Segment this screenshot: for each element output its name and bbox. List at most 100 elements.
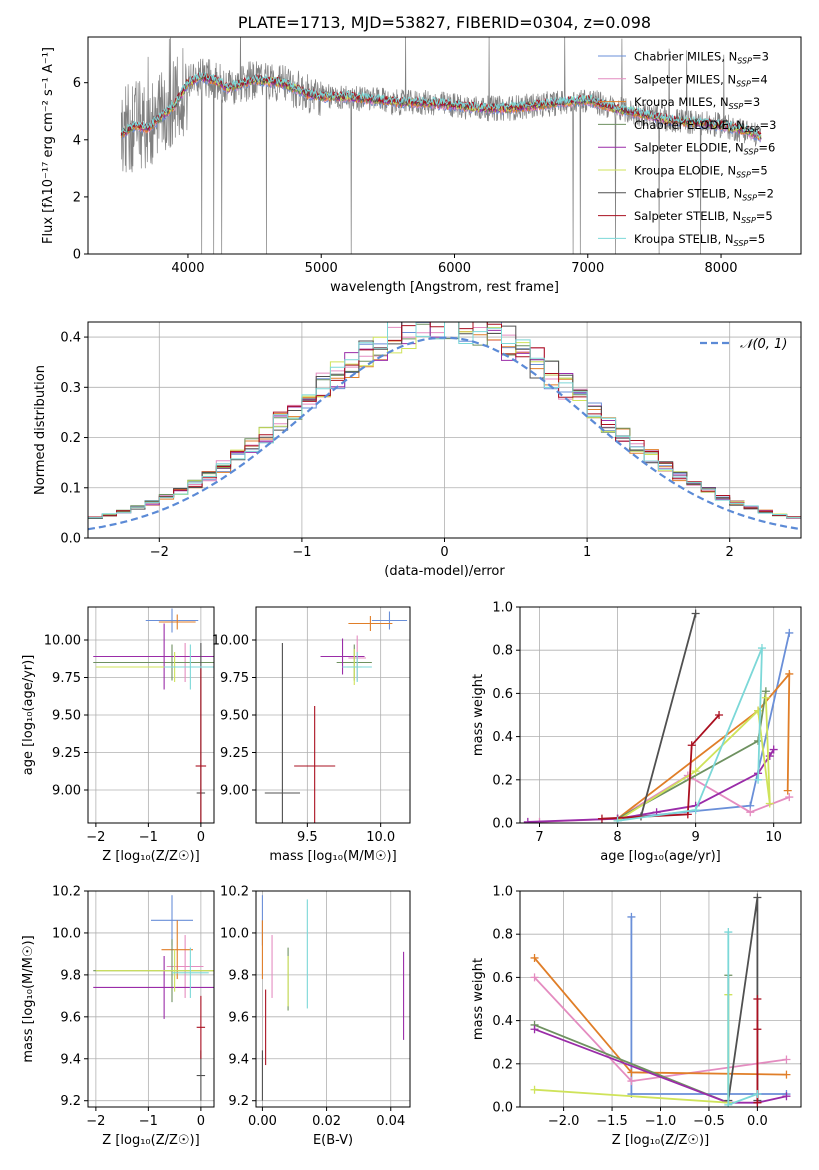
mass_weight_vs_age-xlabel: age [log₁₀(age/yr)] xyxy=(600,849,721,864)
age_vs_Z-ytick-label-4: 10.00 xyxy=(44,634,81,649)
residuals-ytick-label-3: 0.3 xyxy=(60,381,81,396)
mass_vs_Z-errorbar-7 xyxy=(196,995,206,1059)
mass_vs_EBV-frame xyxy=(255,890,411,1108)
mass_weight_vs_age-ytick-label-3: 0.6 xyxy=(492,687,513,702)
mass_weight_vs_Z-ytick-label-5: 1.0 xyxy=(492,885,513,900)
mass_weight_vs_age-marker-3-1 xyxy=(754,736,763,745)
mass_weight_vs_age-marker-8-1 xyxy=(691,806,700,815)
age_vs_mass-frame xyxy=(255,606,411,824)
mass_weight_vs_Z-ylabel: mass weight xyxy=(471,958,486,1040)
mass_vs_EBV-axes: 0.00 0.02 0.04 9.2 9.4 9.6 9.8 10.0 10.2 E(B-V) xyxy=(220,885,410,1148)
mass_vs_Z-ytick-label-5: 10.2 xyxy=(52,885,81,900)
mass_weight_vs_age-marker-5-1 xyxy=(691,767,700,776)
mass_weight_vs_age-marker-0-2 xyxy=(785,628,794,637)
mass_weight_vs_age-xtick-label-3: 10 xyxy=(765,830,782,845)
mass_vs_Z-xlabel: Z [log₁₀(Z/Z☉)] xyxy=(102,1133,199,1148)
mass_weight_vs_age-marker-2-2 xyxy=(785,669,794,678)
mass_weight_vs_age-series-2 xyxy=(617,671,791,820)
spectrum-title: PLATE=1713, MJD=53827, FIBERID=0304, z=0… xyxy=(238,13,651,32)
mass_weight_vs_Z-xlabel: Z [log₁₀(Z/Z☉)] xyxy=(612,1133,709,1148)
age_vs_Z-errorbar-3 xyxy=(93,644,214,681)
mass_weight_vs_age-lines xyxy=(523,609,794,823)
mass_vs_EBV-xtick-label-1: 0.02 xyxy=(312,1114,341,1129)
age_vs_Z-errorbar-2 xyxy=(158,614,196,630)
mass_weight_vs_Z-marker-1-0 xyxy=(530,973,539,982)
age_vs_mass-errorbar-7 xyxy=(294,706,336,823)
mass_weight_vs_age-marker-1-4 xyxy=(785,793,794,802)
residuals-ytick-label-2: 0.2 xyxy=(60,431,81,446)
age_vs_Z-errorbar-7 xyxy=(195,668,207,823)
mass_weight_vs_age-ytick-label-4: 0.8 xyxy=(492,644,513,659)
spectrum-xtick-label-4: 8000 xyxy=(704,261,737,276)
spectrum-xtick-label-3: 7000 xyxy=(571,261,604,276)
residuals-frame xyxy=(87,321,802,539)
mass_vs_Z-ylabel: mass [log₁₀(M/M☉)] xyxy=(21,935,36,1062)
mass_vs_Z-axes: −2 −1 0 9.2 9.4 9.6 9.8 10.0 10.2 Z [log₁₀(Z/Z☉)]… xyxy=(21,885,214,1148)
mass_weight_vs_Z-marker-7-2 xyxy=(753,995,762,1003)
legend-label-4: Salpeter ELODIE, NSSP=6 xyxy=(634,141,775,157)
mass_weight_vs_age-marker-8-3 xyxy=(754,775,763,784)
mass_weight_vs_Z-xtick-label-1: −1.5 xyxy=(596,1114,628,1129)
spectrum-ytick-label-0: 0 xyxy=(73,248,81,263)
spectrum-axes: 4000 5000 6000 7000 8000 0 2 4 6 wavelength [Angs… xyxy=(41,47,738,295)
age_vs_Z-frame xyxy=(87,606,215,824)
mass_vs_EBV-points xyxy=(261,895,405,1101)
mass_vs_Z-points xyxy=(93,895,214,1101)
residuals-ytick-label-1: 0.1 xyxy=(60,481,81,496)
mass_vs_Z-ytick-label-2: 9.6 xyxy=(60,1010,81,1025)
age_vs_mass-xlabel: mass [log₁₀(M/M☉)] xyxy=(269,849,396,864)
residuals-xtick-label-3: 1 xyxy=(583,545,591,560)
mass_weight_vs_Z-xtick-label-2: −1.0 xyxy=(645,1114,677,1129)
mass_vs_EBV-ytick-label-0: 9.2 xyxy=(228,1094,249,1109)
mass_weight_vs_Z-marker-0-0 xyxy=(627,912,636,921)
spectrum-ytick-label-1: 2 xyxy=(73,190,81,205)
mass_weight_vs_Z-marker-8-2 xyxy=(753,1090,762,1099)
mass_weight_vs_age-marker-7-3 xyxy=(715,711,724,719)
residuals-xtick-label-1: −1 xyxy=(292,545,311,560)
age_vs_Z-xlabel: Z [log₁₀(Z/Z☉)] xyxy=(102,849,199,864)
mass_weight_vs_age-marker-4-6 xyxy=(765,752,774,761)
mass_weight_vs_Z-marker-4-3 xyxy=(782,1092,791,1101)
mass_vs_Z-ytick-label-0: 9.2 xyxy=(60,1094,81,1109)
normal-reference-curve xyxy=(88,336,801,531)
age_vs_Z-xtick-label-2: 0 xyxy=(197,830,205,845)
age_vs_Z-ytick-label-0: 9.00 xyxy=(52,784,81,799)
mass_vs_Z-ytick-label-3: 9.8 xyxy=(60,968,81,983)
mass_vs_EBV-ytick-label-1: 9.4 xyxy=(228,1052,249,1067)
mass_weight_vs_age-ytick-label-1: 0.2 xyxy=(492,773,513,788)
mass_vs_Z-frame xyxy=(87,890,215,1108)
mass_weight_vs_Z-xtick-label-3: −0.5 xyxy=(693,1114,725,1129)
age_vs_mass-axes: 9.5 10.0 9.00 9.25 9.50 9.75 10.00 mass [log₁₀(… xyxy=(212,607,410,864)
mass_weight_vs_age-axes: 7 8 9 10 0.0 0.2 0.4 0.6 0.8 1.0 age [log₁₀(age/yr… xyxy=(471,601,801,864)
mass_weight_vs_age-marker-7-2 xyxy=(687,741,696,750)
age_vs_mass-errorbar-6 xyxy=(264,643,300,823)
mass_vs_Z-xtick-label-1: −1 xyxy=(139,1114,158,1129)
mass_weight_vs_Z-marker-5-0 xyxy=(530,1085,539,1094)
mass_weight_vs_age-marker-5-3 xyxy=(765,799,774,808)
residuals-legend-label: 𝒩(0, 1) xyxy=(740,337,787,352)
age_vs_Z-errorbar-4 xyxy=(93,623,214,690)
legend-label-2: Kroupa MILES, NSSP=3 xyxy=(634,95,760,111)
mass_weight_vs_age-frame xyxy=(519,606,802,824)
mass_weight_vs_age-xtick-label-0: 7 xyxy=(535,830,543,845)
legend-label-0: Chabrier MILES, NSSP=3 xyxy=(634,50,769,66)
age_vs_mass-points xyxy=(264,611,408,823)
mass_weight_vs_Z-marker-1-1 xyxy=(627,1077,636,1086)
mass_weight_vs_Z-ytick-label-1: 0.2 xyxy=(492,1057,513,1072)
age_vs_Z-xtick-label-1: −1 xyxy=(139,830,158,845)
age_vs_mass-ytick-label-4: 10.00 xyxy=(212,634,249,649)
age_vs_mass-ytick-label-2: 9.50 xyxy=(220,709,249,724)
mass_weight_vs_age-series-6 xyxy=(640,613,697,817)
spectrum-frame xyxy=(87,36,802,255)
residuals-plot xyxy=(88,322,801,538)
mass_weight_vs_age-xtick-label-1: 8 xyxy=(613,830,621,845)
mass_weight_vs_Z-marker-2-2 xyxy=(782,1070,791,1079)
mass_weight_vs_age-marker-2-3 xyxy=(783,786,792,795)
mass_weight_vs_Z-axes: −2.0 −1.5 −1.0 −0.5 0.0 0.0 0.2 0.4 0.6 0.8 1.0 Z [… xyxy=(471,885,801,1148)
mass_weight_vs_Z-marker-7-0 xyxy=(753,1098,762,1107)
mass_vs_EBV-ytick-label-5: 10.2 xyxy=(220,885,249,900)
residuals-ytick-label-0: 0.0 xyxy=(60,532,81,547)
mass_weight_vs_Z-marker-8-1 xyxy=(724,1100,733,1107)
spectrum-xtick-label-0: 4000 xyxy=(171,261,204,276)
mass_weight_vs_age-marker-5-4 xyxy=(761,693,770,702)
